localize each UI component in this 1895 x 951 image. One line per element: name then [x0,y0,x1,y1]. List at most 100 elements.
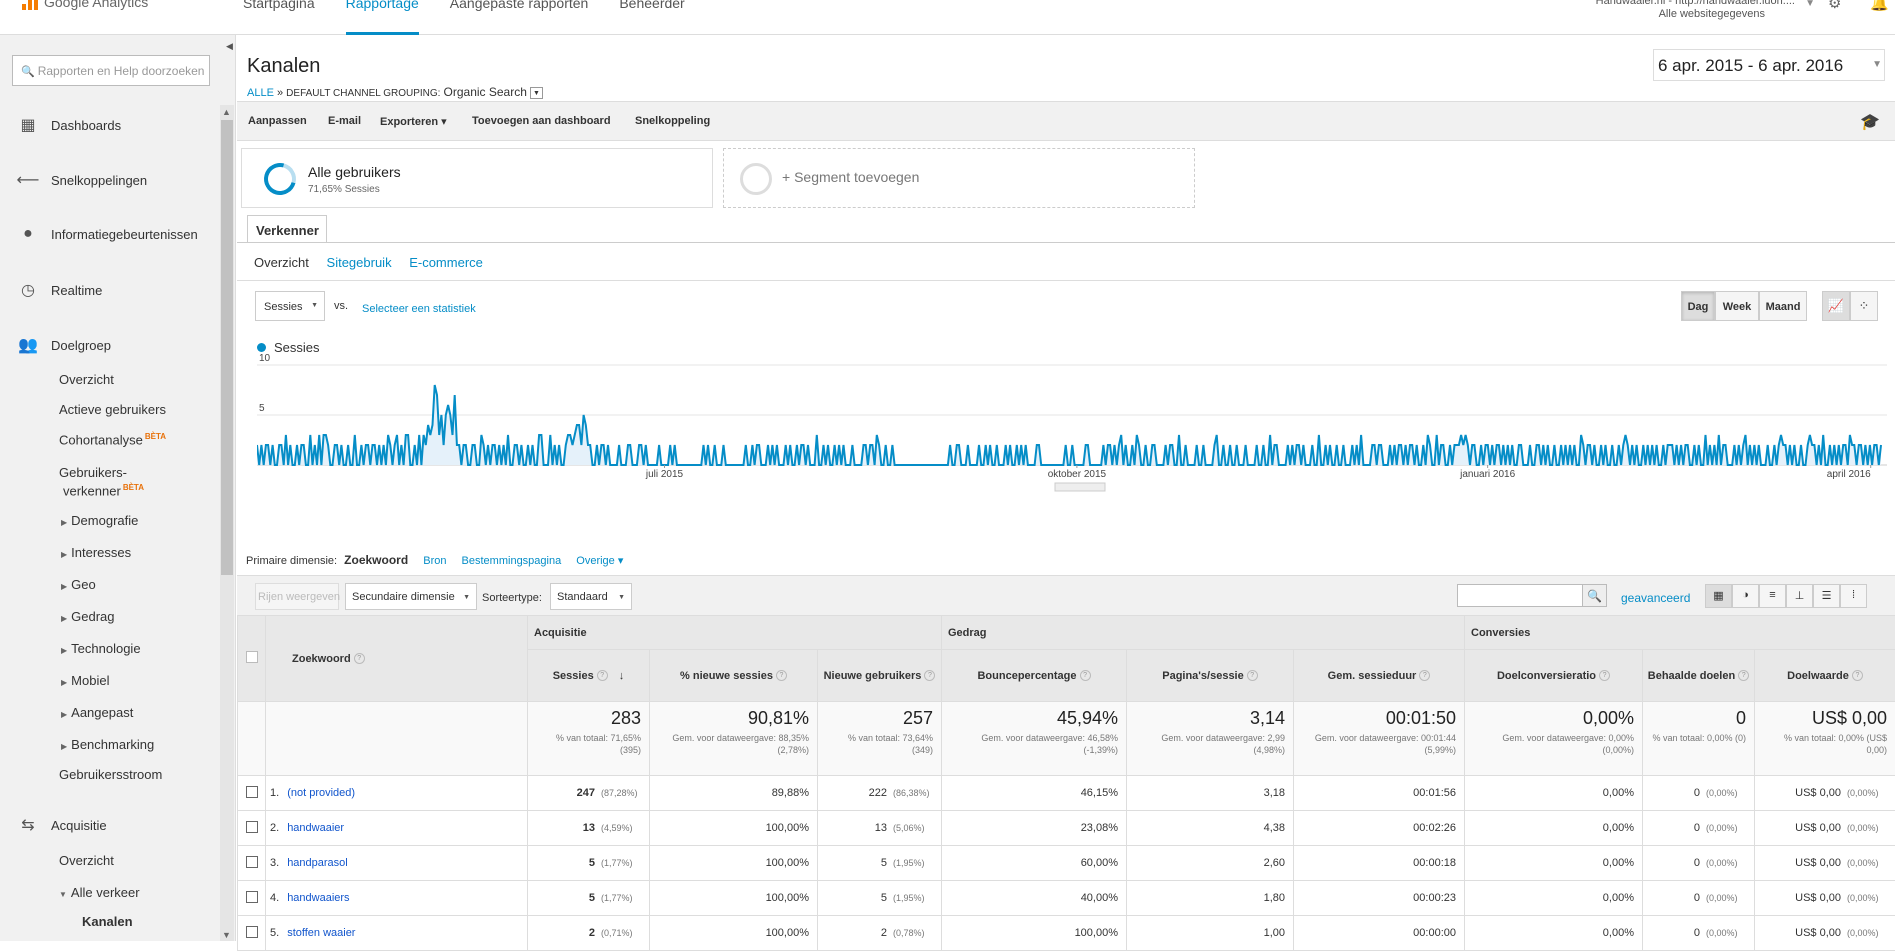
scroll-up-icon[interactable]: ▲ [222,107,231,117]
sidebar-item-realtime[interactable]: ◷Realtime [15,280,102,300]
breadcrumb-alle[interactable]: ALLE [247,87,274,99]
customize-button[interactable]: Aanpassen [248,115,307,127]
table-search-input[interactable] [1457,584,1583,607]
export-button[interactable]: Exporteren ▾ [380,115,447,128]
secondary-dimension-select[interactable]: Secundaire dimensie▼ [345,583,477,610]
sidebar-sub-technologie[interactable]: ▶Technologie [61,641,141,656]
row-checkbox[interactable] [238,916,266,951]
help-icon[interactable]: ? [776,670,787,681]
sidebar-sub-mobiel[interactable]: ▶Mobiel [61,673,109,688]
sidebar-sub-acq-overzicht[interactable]: Overzicht [59,853,114,868]
table-view-icon[interactable]: ▦ [1705,584,1732,608]
search-input[interactable]: 🔍Rapporten en Help doorzoeken [12,55,210,86]
help-icon[interactable]: ? [1419,670,1430,681]
scroll-down-icon[interactable]: ▼ [222,930,231,940]
help-icon[interactable]: ? [1852,670,1863,681]
motion-chart-icon[interactable]: ⁘ [1850,291,1878,321]
add-to-dashboard-button[interactable]: Toevoegen aan dashboard [472,115,611,127]
column-nieuwe-gebruikers[interactable]: Nieuwe gebruikers? [818,650,942,702]
keyword-link[interactable]: handparasol [287,857,348,869]
sidebar-item-acquisitie[interactable]: ⇆Acquisitie [15,815,107,835]
column-behaalde-doelen[interactable]: Behaalde doelen? [1643,650,1755,702]
add-segment-button[interactable]: + Segment toevoegen [723,148,1195,208]
dimension-overige-link[interactable]: Overige ▾ [576,555,623,567]
shortcut-button[interactable]: Snelkoppeling [635,115,710,127]
sidebar-sub-actieve-gebruikers[interactable]: Actieve gebruikers [59,402,166,417]
sidebar-sub-gebruikersstroom[interactable]: Gebruikersstroom [59,767,162,782]
tab-beheerder[interactable]: Beheerder [619,0,684,35]
help-icon[interactable]: ? [924,670,935,681]
help-icon[interactable]: ? [597,670,608,681]
keyword-link[interactable]: handwaaier [287,822,344,834]
select-all-checkbox[interactable] [238,616,266,702]
column-doelconversieratio[interactable]: Doelconversieratio? [1465,650,1643,702]
sort-type-select[interactable]: Standaard▼ [550,583,632,610]
column-sessieduur[interactable]: Gem. sessieduur? [1294,650,1465,702]
subtab-sitegebruik[interactable]: Sitegebruik [327,255,392,270]
tab-startpagina[interactable]: Startpagina [243,0,315,35]
keyword-link[interactable]: (not provided) [287,787,355,799]
help-icon[interactable]: ? [1247,670,1258,681]
segment-all-users[interactable]: Alle gebruikers 71,65% Sessies [241,148,713,208]
sidebar-item-informatiegebeurtenissen[interactable]: ●Informatiegebeurtenissen [15,225,198,243]
metric-select[interactable]: Sessies▼ [255,291,325,321]
sidebar-sub-kanalen[interactable]: Kanalen [82,914,133,929]
sidebar-item-doelgroep[interactable]: 👥Doelgroep [15,335,111,355]
term-cloud-view-icon[interactable]: ☰ [1813,584,1840,608]
column-sessies[interactable]: Sessies? ↓ [528,650,650,702]
row-checkbox[interactable] [238,846,266,881]
performance-view-icon[interactable]: ≡ [1759,584,1786,608]
search-icon[interactable]: 🔍 [1582,584,1607,607]
sidebar-sub-demografie[interactable]: ▶Demografie [61,513,138,528]
email-button[interactable]: E-mail [328,115,361,127]
help-icon[interactable]: ? [354,653,365,664]
pie-view-icon[interactable]: ◑ [1732,584,1759,608]
sidebar-sub-overzicht[interactable]: Overzicht [59,372,114,387]
plot-rows-button[interactable]: Rijen weergeven [255,583,339,610]
keyword-link[interactable]: stoffen waaier [287,927,355,939]
advanced-filter-link[interactable]: geavanceerd [1621,591,1690,605]
column-nieuwe-sessies[interactable]: % nieuwe sessies? [650,650,818,702]
row-checkbox[interactable] [238,881,266,916]
keyword-link[interactable]: handwaaiers [287,892,349,904]
tab-aangepaste-rapporten[interactable]: Aangepaste rapporten [450,0,589,35]
column-bouncepercentage[interactable]: Bouncepercentage? [942,650,1127,702]
sidebar-sub-interesses[interactable]: ▶Interesses [61,545,131,560]
select-metric-link[interactable]: Selecteer een statistiek [362,303,476,315]
sidebar-sub-benchmarking[interactable]: ▶Benchmarking [61,737,154,752]
comparison-view-icon[interactable]: ⊥ [1786,584,1813,608]
period-month-button[interactable]: Maand [1759,291,1807,321]
subtab-overzicht[interactable]: Overzicht [254,255,309,270]
line-chart-icon[interactable]: 📈 [1822,291,1850,321]
column-paginas-sessie[interactable]: Pagina's/sessie? [1127,650,1294,702]
period-week-button[interactable]: Week [1715,291,1759,321]
collapse-sidebar-icon[interactable]: ◀ [226,41,233,52]
graduation-cap-icon[interactable]: 🎓 [1860,112,1880,132]
sidebar-scroll-thumb[interactable] [221,120,233,575]
sidebar-sub-aangepast[interactable]: ▶Aangepast [61,705,133,720]
bell-icon[interactable]: 🔔 [1870,0,1889,12]
date-range-picker[interactable]: 6 apr. 2015 - 6 apr. 2016 ▼ [1653,49,1885,81]
gear-icon[interactable]: ⚙ [1828,0,1841,12]
help-icon[interactable]: ? [1738,670,1749,681]
period-day-button[interactable]: Dag [1681,291,1715,321]
column-zoekwoord[interactable]: Zoekwoord? [266,616,528,702]
chart-resize-handle[interactable] [1055,483,1105,491]
row-checkbox[interactable] [238,776,266,811]
pivot-view-icon[interactable]: ⁞ [1840,584,1867,608]
help-icon[interactable]: ? [1599,670,1610,681]
chevron-down-icon[interactable]: ▼ [530,87,543,99]
account-selector[interactable]: Handwaaier.nl - http://handwaaier.luon..… [1596,0,1795,21]
tab-verkenner[interactable]: Verkenner [247,215,327,243]
sidebar-sub-alle-verkeer[interactable]: ▼Alle verkeer [59,885,140,900]
help-icon[interactable]: ? [1080,670,1091,681]
column-doelwaarde[interactable]: Doelwaarde? [1755,650,1895,702]
sidebar-item-dashboards[interactable]: ▦Dashboards [15,115,121,135]
subtab-ecommerce[interactable]: E-commerce [409,255,483,270]
row-checkbox[interactable] [238,811,266,846]
sidebar-item-snelkoppelingen[interactable]: ⟵Snelkoppelingen [15,170,147,190]
sidebar-sub-geo[interactable]: ▶Geo [61,577,96,592]
sidebar-sub-gedrag[interactable]: ▶Gedrag [61,609,115,624]
